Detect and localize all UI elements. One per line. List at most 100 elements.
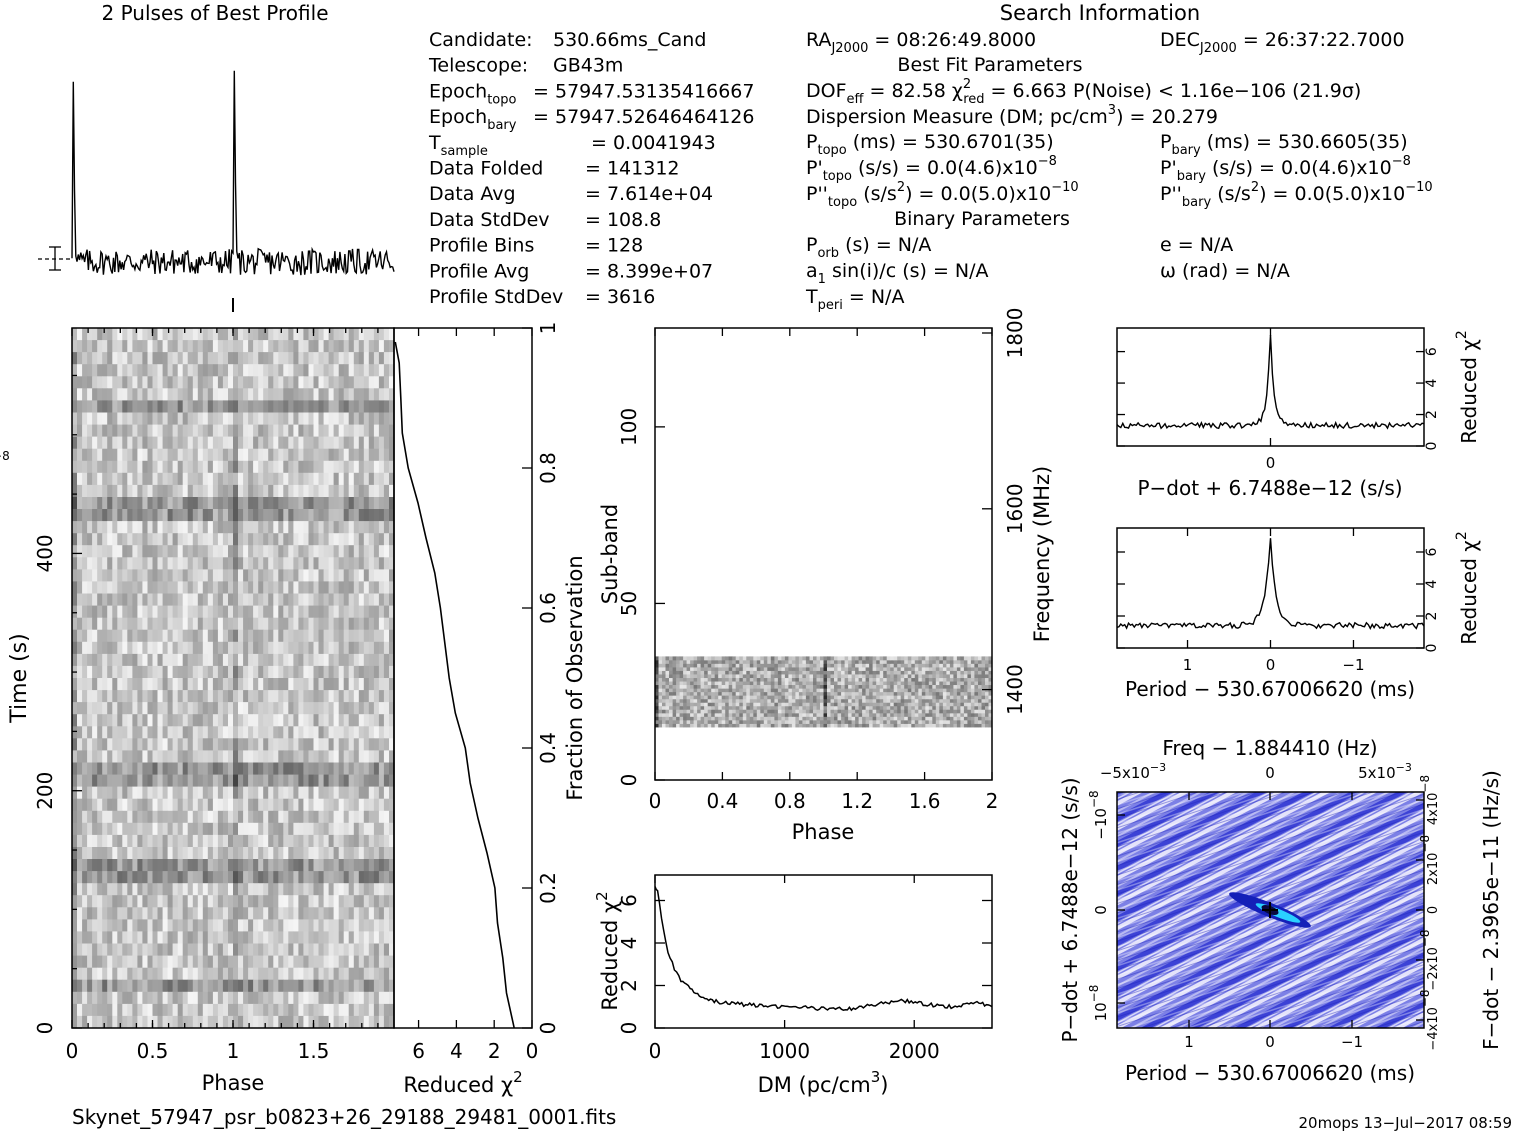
tp-cell [152,581,158,594]
sb-cell [865,698,870,703]
tp-cell [228,424,234,438]
tp-cell [358,943,365,956]
tp-cell [187,702,194,715]
sb-cell [890,688,895,693]
sb-cell [911,688,916,693]
tp-cell [378,786,385,800]
sb-cell [767,720,772,724]
tp-cell [217,569,224,582]
sb-cell [985,695,989,700]
tp-cell [378,822,385,836]
tp-cell [343,762,350,775]
tp-cell [77,690,83,703]
tp-cell [278,895,284,908]
sb-cell [823,698,828,703]
sb-cell [697,695,702,700]
sb-cell [911,698,916,703]
sb-cell [978,691,982,696]
tp-cell [378,436,385,450]
sb-cell [974,691,979,696]
tp-cell [122,509,128,522]
tp-cell [228,545,234,558]
tp-cell [72,533,78,546]
tp-cell [172,617,179,631]
sb-cell [665,712,670,717]
tp-cell [92,762,98,775]
tp-cell [258,726,264,739]
tp-cell [278,328,284,341]
tp-cell [268,484,274,498]
sb-cell [728,723,733,728]
tp-cell [353,388,360,401]
tp-cell [142,774,148,788]
tp-cell [373,412,380,425]
sb-cell [921,698,926,703]
tp-cell [117,448,123,462]
tp-cell [358,545,365,558]
sb-cell [805,716,810,721]
tp-cell [202,702,209,715]
tp-cell [157,448,163,462]
sb-cell [844,698,849,703]
tp-cell [348,472,355,486]
tp-cell [243,448,249,462]
tp-cell [207,388,214,401]
tp-cell [197,690,204,703]
tp-cell [353,497,360,510]
tp-cell [197,448,204,462]
chi2t-y-tick-label: 0 [536,1022,560,1035]
tp-cell [273,678,279,691]
tp-cell [162,919,169,932]
sb-cell [890,709,895,714]
a1-line-value: sin(i)/c (s) = N/A [826,260,989,282]
tp-cell [258,774,264,788]
sb-cell [883,691,888,696]
tp-cell [222,581,229,594]
tp-cell [152,1003,158,1017]
tp-cell [273,436,279,450]
tp-cell [313,931,319,944]
tp-cell [132,678,138,691]
tp-cell [308,931,314,944]
tp-cell [389,847,394,860]
tp-cell [258,641,264,655]
sb-cell [904,712,909,717]
tp-cell [82,364,88,377]
tp-cell [192,521,199,534]
tp-cell [142,798,148,812]
tp-cell [182,497,189,510]
tp-cell [383,533,390,546]
sb-cell [655,688,659,693]
tp-cell [373,388,380,401]
tp-cell [358,400,365,413]
sb-cell [876,720,881,724]
tp-cell [117,1015,123,1028]
tp-cell [323,979,330,993]
tp-cell [348,641,355,655]
tp-cell [278,1015,284,1028]
tp-cell [283,581,289,594]
sb-cell [770,723,775,728]
tp-cell [358,484,365,498]
tp-cell [389,919,394,932]
sb-cell [683,723,688,728]
sb-cell [809,691,814,696]
tp-cell [132,400,138,413]
tp-cell [222,810,229,824]
tp-cell [147,859,153,872]
tp-cell [283,847,289,860]
tp-cell [77,678,83,691]
tp-cell [107,1003,113,1017]
tp-cell [348,738,355,751]
tp-cell [92,979,98,993]
sb-cell [960,720,965,724]
tp-cell [192,557,199,570]
tp-cell [97,991,103,1005]
tp-cell [172,834,179,848]
tp-cell [152,436,158,450]
tp-cell [243,834,249,848]
tp-cell [112,545,118,558]
sb-cell [970,698,975,703]
sb-cell [876,698,881,703]
tp-cell [157,328,163,341]
